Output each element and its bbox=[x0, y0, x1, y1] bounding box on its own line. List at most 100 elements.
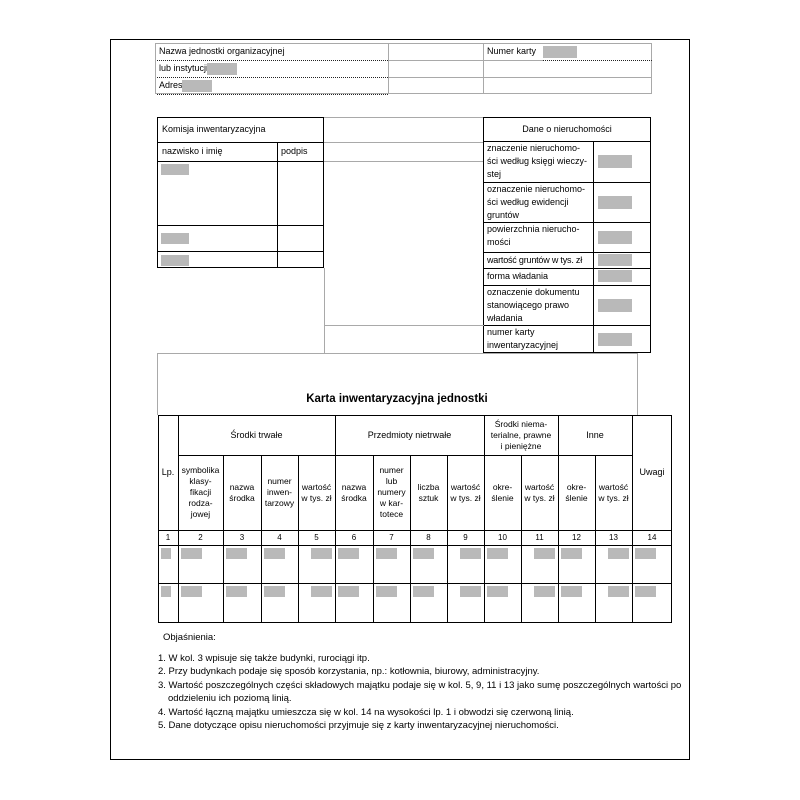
cell-value-redacted[interactable] bbox=[161, 586, 171, 597]
field-value-redacted[interactable] bbox=[182, 80, 212, 92]
grid-line bbox=[483, 325, 651, 326]
cell-value-redacted[interactable] bbox=[338, 586, 359, 597]
grid-line bbox=[261, 455, 262, 623]
grid-line bbox=[483, 222, 651, 223]
fill-in-line bbox=[157, 60, 388, 61]
grid-line bbox=[158, 583, 672, 584]
property-row-label: oznaczenie dokumentu stanowiącego prawo … bbox=[487, 287, 580, 323]
field-value-redacted[interactable] bbox=[161, 255, 189, 266]
cell-value-redacted[interactable] bbox=[376, 548, 397, 559]
header-table bbox=[155, 43, 652, 94]
cell-value-redacted[interactable] bbox=[413, 548, 434, 559]
grid-line bbox=[637, 353, 638, 415]
cell-value-redacted[interactable] bbox=[226, 586, 247, 597]
fill-in-line bbox=[157, 77, 388, 78]
field-value-redacted[interactable] bbox=[161, 164, 189, 175]
col-number: 5 bbox=[314, 533, 319, 542]
committee-signature-header: podpis bbox=[281, 146, 308, 156]
field-value-redacted[interactable] bbox=[598, 155, 632, 168]
cell-value-redacted[interactable] bbox=[264, 586, 285, 597]
cell-value-redacted[interactable] bbox=[161, 548, 171, 559]
field-value-redacted[interactable] bbox=[598, 196, 632, 209]
cell-value-redacted[interactable] bbox=[311, 548, 332, 559]
col-header: numer lub numery w kar- totece bbox=[377, 465, 406, 519]
col-header: liczba sztuk bbox=[417, 481, 440, 503]
notes-section: Objaśnienia: 1. W kol. 3 wpisuje się tak… bbox=[158, 632, 692, 732]
cell-value-redacted[interactable] bbox=[181, 548, 202, 559]
grid-line bbox=[483, 285, 651, 286]
grid-line bbox=[157, 161, 324, 162]
committee-name-header: nazwisko i imię bbox=[162, 146, 223, 156]
note-item: 1. W kol. 3 wpisuje się także budynki, r… bbox=[158, 653, 370, 664]
grid-line bbox=[388, 77, 652, 78]
cell-value-redacted[interactable] bbox=[311, 586, 332, 597]
cell-value-redacted[interactable] bbox=[487, 586, 508, 597]
col-number: 1 bbox=[165, 533, 171, 542]
property-row-label: numer karty inwentaryzacyjnej bbox=[487, 327, 559, 350]
grid-line bbox=[593, 141, 594, 353]
group-header-srodki-niematerialne: Środki niema- terialne, prawne i pienięż… bbox=[490, 418, 552, 451]
col-header: wartość w tys. zł bbox=[301, 481, 332, 503]
field-value-redacted[interactable] bbox=[598, 333, 632, 346]
grid-line bbox=[335, 415, 336, 623]
property-title: Dane o nieruchomości bbox=[522, 123, 612, 134]
cell-value-redacted[interactable] bbox=[534, 586, 555, 597]
cell-value-redacted[interactable] bbox=[264, 548, 285, 559]
col-header: nazwa środka bbox=[341, 481, 367, 503]
fill-in-line bbox=[157, 94, 388, 95]
field-value-redacted[interactable] bbox=[598, 270, 632, 282]
note-item: 3. Wartość poszczególnych części składow… bbox=[158, 679, 682, 705]
grid-line bbox=[157, 251, 324, 252]
grid-line bbox=[324, 268, 325, 354]
col-header: wartość w tys. zł bbox=[598, 481, 629, 503]
cell-value-redacted[interactable] bbox=[181, 586, 202, 597]
field-value-redacted[interactable] bbox=[598, 254, 632, 266]
cell-value-redacted[interactable] bbox=[338, 548, 359, 559]
cell-value-redacted[interactable] bbox=[487, 548, 508, 559]
cell-value-redacted[interactable] bbox=[561, 548, 582, 559]
grid-line bbox=[277, 142, 278, 268]
grid-line bbox=[521, 455, 522, 623]
col-header: symbolika klasy- fikacji rodza- jowej bbox=[181, 465, 220, 519]
cell-value-redacted[interactable] bbox=[635, 548, 656, 559]
cell-value-redacted[interactable] bbox=[226, 548, 247, 559]
field-value-redacted[interactable] bbox=[598, 299, 632, 312]
cell-value-redacted[interactable] bbox=[608, 586, 629, 597]
note-item: 2. Przy budynkach podaje się sposób korz… bbox=[158, 666, 540, 678]
cell-value-redacted[interactable] bbox=[460, 548, 481, 559]
grid-line bbox=[157, 225, 324, 226]
field-value-redacted[interactable] bbox=[543, 46, 577, 58]
grid-line bbox=[158, 530, 672, 531]
col-number: 8 bbox=[426, 533, 431, 542]
inventory-table bbox=[158, 415, 672, 623]
field-value-redacted[interactable] bbox=[598, 231, 632, 244]
field-value-redacted[interactable] bbox=[207, 63, 237, 75]
grid-line bbox=[388, 43, 389, 94]
grid-line bbox=[223, 455, 224, 623]
grid-line bbox=[483, 60, 543, 61]
cell-value-redacted[interactable] bbox=[561, 586, 582, 597]
grid-line bbox=[298, 455, 299, 623]
grid-line bbox=[178, 455, 632, 456]
cell-value-redacted[interactable] bbox=[413, 586, 434, 597]
cell-value-redacted[interactable] bbox=[376, 586, 397, 597]
property-table bbox=[483, 117, 651, 353]
property-row-label: forma władania bbox=[487, 271, 549, 281]
col-number: 14 bbox=[647, 533, 657, 542]
field-value-redacted[interactable] bbox=[161, 233, 189, 244]
cell-value-redacted[interactable] bbox=[460, 586, 481, 597]
grid-line bbox=[373, 455, 374, 623]
grid-line bbox=[324, 325, 484, 326]
cell-value-redacted[interactable] bbox=[534, 548, 555, 559]
org-name-label: Nazwa jednostki organizacyjnej bbox=[159, 46, 285, 56]
cell-value-redacted[interactable] bbox=[608, 548, 629, 559]
fill-in-line bbox=[543, 60, 652, 61]
grid-line bbox=[158, 545, 672, 546]
grid-line bbox=[157, 142, 324, 143]
grid-line bbox=[388, 60, 543, 61]
committee-title: Komisja inwentaryzacyjna bbox=[162, 124, 266, 134]
cell-value-redacted[interactable] bbox=[635, 586, 656, 597]
col-number: 13 bbox=[609, 533, 618, 542]
col-header: wartość w tys. zł bbox=[450, 481, 481, 503]
